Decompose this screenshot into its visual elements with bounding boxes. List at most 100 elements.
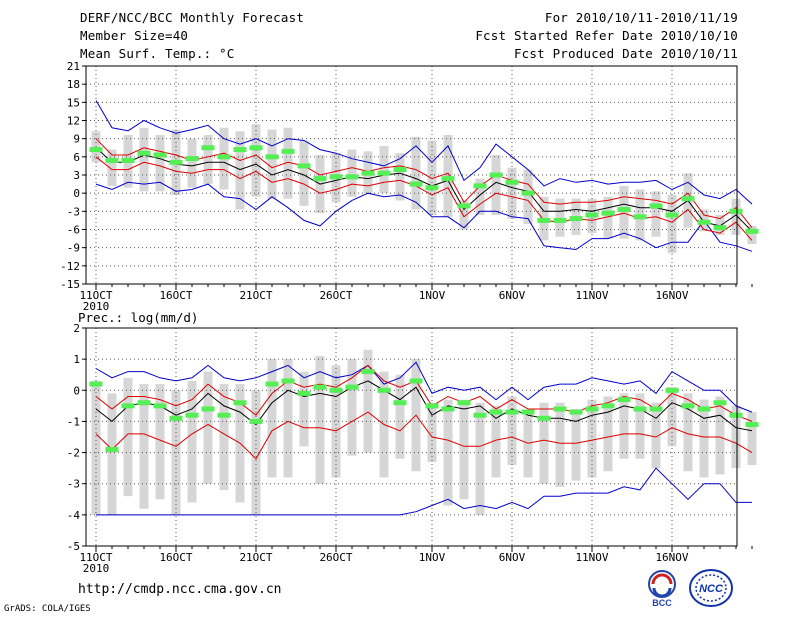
temp-y-tick-label: -9 xyxy=(67,242,80,255)
temp-obs-marker xyxy=(473,183,487,189)
temp-y-tick-label: -12 xyxy=(60,260,80,273)
prec-y-tick-label: -2 xyxy=(67,447,80,460)
temp-obs-marker xyxy=(489,172,503,178)
prec-y-tick-label: -5 xyxy=(67,540,80,553)
prec-x-tick-label: 26OCT xyxy=(319,551,352,564)
temp-obs-marker xyxy=(633,214,647,220)
temp-obs-marker xyxy=(745,228,759,234)
prec-obs-marker xyxy=(89,381,103,387)
temp-spread-box xyxy=(491,155,501,215)
temp-spread-box xyxy=(395,153,405,201)
temp-x-tick-label: 16NOV xyxy=(655,289,688,302)
prec-spread-box xyxy=(475,402,485,515)
prec-obs-marker xyxy=(713,400,727,406)
prec-obs-marker xyxy=(105,446,119,452)
temp-y-tick-label: 15 xyxy=(67,96,80,109)
temp-x-tick-label: 1NOV xyxy=(419,289,446,302)
prec-obs-marker xyxy=(457,400,471,406)
prec-x-tick-label: 11OCT xyxy=(79,551,112,564)
temp-obs-marker xyxy=(233,147,247,153)
prec-spread-box xyxy=(395,374,405,459)
prec-obs-marker xyxy=(249,418,263,424)
prec-spread-box xyxy=(555,402,565,487)
temp-upper-line xyxy=(95,138,753,229)
temp-y-tick-label: -15 xyxy=(60,278,80,291)
temp-y-tick-label: 6 xyxy=(73,151,80,164)
temp-obs-marker xyxy=(297,163,311,169)
temp-x-tick-label: 16OCT xyxy=(159,289,192,302)
prec-spread-box xyxy=(299,371,309,447)
temp-obs-marker xyxy=(105,157,119,163)
prec-spread-box xyxy=(571,408,581,481)
temp-obs-marker xyxy=(393,167,407,173)
prec-spread-box xyxy=(651,402,661,469)
temp-obs-marker xyxy=(185,156,199,162)
prec-spread-box xyxy=(523,412,533,478)
prec-min-line xyxy=(96,467,752,516)
prec-spread-box xyxy=(203,371,213,484)
temp-obs-marker xyxy=(281,148,295,154)
temp-spread-box xyxy=(475,178,485,215)
temp-x-tick-label: 26OCT xyxy=(319,289,352,302)
prec-obs-marker xyxy=(425,403,439,409)
prec-obs-marker xyxy=(265,381,279,387)
temp-obs-marker xyxy=(409,181,423,187)
temp-spread-box xyxy=(427,140,437,215)
prec-x-tick-label: 11NOV xyxy=(575,551,608,564)
temp-spread-box xyxy=(139,127,149,192)
temp-obs-marker xyxy=(457,203,471,209)
prec-obs-marker xyxy=(329,387,343,393)
temp-spread-box xyxy=(283,127,293,199)
prec-spread-box xyxy=(91,380,101,515)
temp-obs-marker xyxy=(361,170,375,176)
temp-obs-marker xyxy=(665,212,679,218)
prec-obs-marker xyxy=(665,387,679,393)
forecast-period: For 2010/10/11-2010/11/19 xyxy=(544,10,738,25)
temp-max-line xyxy=(95,100,753,205)
prec-obs-marker xyxy=(729,412,743,418)
temp-spread-box xyxy=(267,129,277,199)
prec-obs-marker xyxy=(505,409,519,415)
prec-obs-marker xyxy=(169,415,183,421)
temp-y-tick-label: 12 xyxy=(67,115,80,128)
prec-y-tick-label: 2 xyxy=(73,322,80,335)
prec-spread-box xyxy=(715,396,725,475)
temp-obs-marker xyxy=(377,170,391,176)
prec-y-tick-label: -3 xyxy=(67,478,80,491)
temp-x-tick-label: 6NOV xyxy=(499,289,526,302)
grads-credit: GrADS: COLA/IGES xyxy=(4,604,91,614)
source-url: http://cmdp.ncc.cma.gov.cn xyxy=(78,582,282,597)
temp-spread-box xyxy=(299,140,309,206)
bcc-logo: BCC xyxy=(648,570,676,608)
temp-x-year-label: 2010 xyxy=(83,300,110,313)
temp-obs-marker xyxy=(153,152,167,158)
temp-obs-marker xyxy=(89,147,103,153)
prec-spread-box xyxy=(363,349,373,453)
prec-x-tick-label: 16OCT xyxy=(159,551,192,564)
temp-obs-marker xyxy=(217,154,231,160)
temp-obs-marker xyxy=(729,208,743,214)
temp-obs-marker xyxy=(121,157,135,163)
temp-spread-box xyxy=(651,191,661,237)
prec-obs-marker xyxy=(185,412,199,418)
prec-obs-marker xyxy=(153,403,167,409)
temp-spread-box xyxy=(443,135,453,217)
temp-spread-box xyxy=(411,136,421,210)
temp-spread-box xyxy=(187,138,197,188)
prec-x-year-label: 2010 xyxy=(83,562,110,575)
temp-spread-box xyxy=(731,198,741,235)
prec-obs-marker xyxy=(217,412,231,418)
prec-obs-marker xyxy=(569,409,583,415)
temp-spread-box xyxy=(747,225,757,245)
prec-spread-box xyxy=(315,356,325,484)
prec-spread-box xyxy=(139,384,149,509)
prec-spread-box xyxy=(507,396,517,466)
prec-obs-marker xyxy=(361,369,375,375)
prec-plot-frame xyxy=(85,327,738,547)
prec-y-tick-label: -1 xyxy=(67,415,80,428)
prec-spread-box xyxy=(683,393,693,472)
prec-spread-box xyxy=(187,380,197,503)
temp-y-tick-label: 0 xyxy=(73,187,80,200)
temp-spread-box xyxy=(203,135,213,185)
fcst-started-date: Fcst Started Refer Date 2010/10/10 xyxy=(475,28,738,43)
